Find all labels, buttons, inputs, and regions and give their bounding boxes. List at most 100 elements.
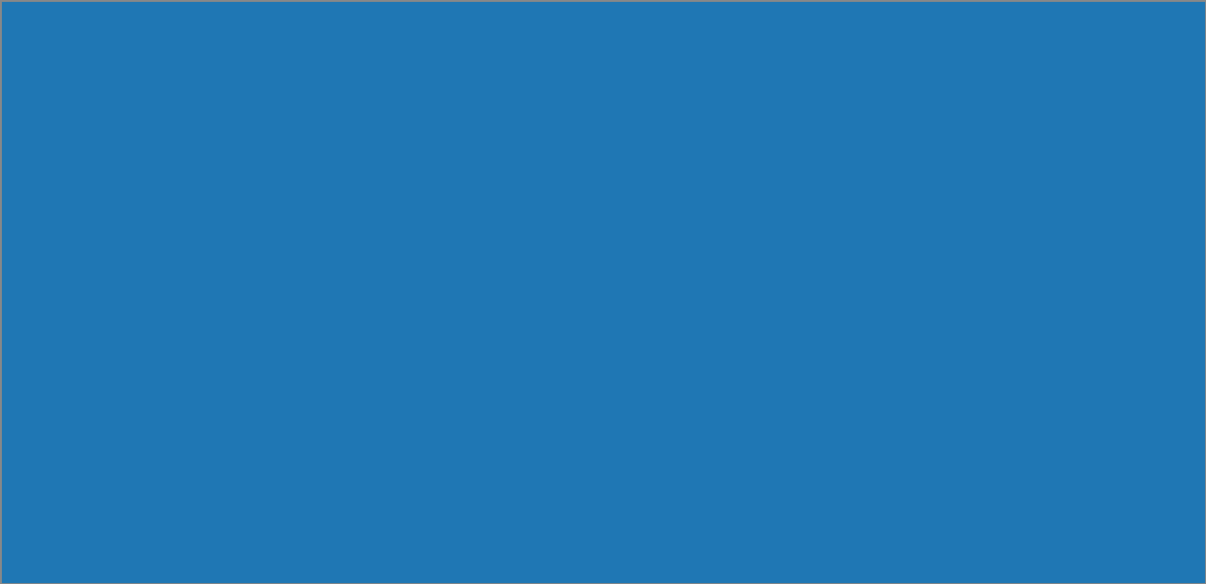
- Bar: [5, 178, 1201, 211]
- Bar: [0, 0, 1206, 27]
- Text: 43.0: 43.0: [964, 356, 989, 367]
- Text: Metoclopramide_7: Metoclopramide_7: [193, 523, 295, 534]
- Text: 11: 11: [8, 491, 22, 500]
- Text: Robustness_SSG1_6: Robustness_SSG1_6: [470, 457, 582, 467]
- Text: 6: 6: [8, 323, 14, 333]
- Text: 20.00: 20.00: [831, 290, 863, 300]
- Text: Robustness_SSG1_4: Robustness_SSG1_4: [470, 356, 582, 367]
- Text: Method Set /
Report Method: Method Set / Report Method: [508, 107, 590, 129]
- Text: Flow Rate
(mL/min): Flow Rate (mL/min): [1018, 107, 1071, 129]
- Bar: [8, 96, 39, 140]
- Text: Metoclopramide_3: Metoclopramide_3: [193, 322, 295, 333]
- Text: 4: 4: [8, 256, 16, 266]
- Bar: [4, 5, 22, 23]
- Text: 268: 268: [1176, 423, 1198, 433]
- Text: 0.550: 0.550: [1061, 256, 1093, 266]
- Text: 0.550: 0.550: [1061, 223, 1093, 232]
- Text: Sample Set Method: Sample Set Method: [605, 62, 727, 75]
- Text: 1: 1: [156, 423, 163, 433]
- Text: 1:A,2: 1:A,2: [47, 223, 76, 232]
- Bar: [5, 244, 1201, 278]
- Text: 5: 5: [8, 290, 14, 300]
- Text: Metoclopramide_6: Metoclopramide_6: [193, 457, 295, 467]
- Text: 7.50: 7.50: [838, 557, 863, 567]
- Text: Inject Samples: Inject Samples: [634, 557, 716, 567]
- Bar: [5, 92, 1201, 144]
- Text: E: E: [19, 111, 29, 125]
- Bar: [5, 57, 29, 81]
- Text: 7.50: 7.50: [838, 323, 863, 333]
- Text: Inject Samples: Inject Samples: [634, 524, 716, 534]
- Text: 43.0: 43.0: [964, 256, 989, 266]
- Text: Metoclopramide_2: Metoclopramide_2: [193, 256, 295, 266]
- Bar: [62, 57, 84, 81]
- Text: -: -: [1128, 9, 1131, 19]
- Text: 1:A,2: 1:A,2: [47, 256, 76, 266]
- Text: 0.550: 0.550: [1061, 457, 1093, 467]
- Bar: [1144, 4, 1169, 24]
- Text: 1: 1: [8, 156, 14, 166]
- Bar: [33, 57, 57, 81]
- Text: Function: Function: [679, 113, 725, 123]
- Text: 13: 13: [8, 557, 22, 567]
- Text: 2: 2: [8, 189, 16, 199]
- Text: 9: 9: [8, 423, 16, 433]
- Text: 0.650: 0.650: [1061, 557, 1093, 567]
- Text: □: □: [1152, 9, 1161, 19]
- Bar: [5, 445, 1201, 479]
- Text: 1: 1: [156, 256, 163, 266]
- Text: Robustness_SSG1_1: Robustness_SSG1_1: [470, 155, 582, 166]
- Text: 47.0: 47.0: [964, 457, 989, 467]
- Text: Experiment 3: Experiment 3: [346, 323, 421, 333]
- Text: Equilibrate: Equilibrate: [634, 491, 695, 500]
- Text: 268: 268: [1176, 189, 1198, 199]
- Bar: [0, 86, 1206, 87]
- Text: 7.50: 7.50: [838, 189, 863, 199]
- Text: 1:A,2: 1:A,2: [47, 356, 76, 367]
- Bar: [89, 57, 113, 81]
- Text: 1: 1: [156, 223, 163, 232]
- Text: 47.0: 47.0: [964, 557, 989, 567]
- Text: 7.50: 7.50: [838, 356, 863, 367]
- Text: 1:A,2: 1:A,2: [47, 524, 76, 534]
- Text: Metoclopramide_4: Metoclopramide_4: [193, 356, 295, 367]
- Text: # of
Injs: # of Injs: [148, 107, 171, 129]
- Text: 268: 268: [1176, 223, 1198, 232]
- Text: Help: Help: [121, 33, 148, 46]
- Bar: [5, 278, 1201, 311]
- Text: Robustness_SSG1_1 in SSG_Validation_Working as System/Administrator - Sample Set: Robustness_SSG1_1 in SSG_Validation_Work…: [28, 7, 624, 20]
- Text: Experiment 1: Experiment 1: [346, 223, 421, 232]
- Text: 1:A,2: 1:A,2: [47, 323, 76, 333]
- Text: Inject Samples: Inject Samples: [634, 256, 716, 266]
- Text: ▼: ▼: [958, 64, 965, 74]
- Text: Inject Samples: Inject Samples: [634, 423, 716, 433]
- Text: Robustness_SSG1_7: Robustness_SSG1_7: [470, 490, 582, 501]
- Text: Experiment 7: Experiment 7: [346, 524, 421, 534]
- Text: 47.0: 47.0: [964, 423, 989, 433]
- Bar: [223, 57, 247, 81]
- Text: SampleName: SampleName: [228, 113, 302, 123]
- Text: Inject Samples: Inject Samples: [634, 323, 716, 333]
- Bar: [5, 545, 1201, 579]
- Text: N: N: [10, 9, 17, 19]
- Bar: [0, 50, 1206, 51]
- Bar: [1117, 4, 1142, 24]
- Bar: [115, 57, 137, 81]
- Text: Robustness_SSG1_1: Robustness_SSG1_1: [470, 189, 582, 200]
- Text: Experiment 5: Experiment 5: [346, 423, 421, 433]
- Text: 60.00: 60.00: [832, 390, 863, 400]
- Text: Inject Samples: Inject Samples: [634, 457, 716, 467]
- Text: Apply Table Preferences: Apply Table Preferences: [312, 62, 462, 75]
- Text: 7.50: 7.50: [838, 223, 863, 232]
- Text: 0.650: 0.650: [1061, 323, 1093, 333]
- Text: Robustness_SSG1_7: Robustness_SSG1_7: [470, 523, 582, 534]
- Text: 43.0: 43.0: [964, 189, 989, 199]
- Text: Experiment
Name: Experiment Name: [373, 107, 435, 129]
- Text: 0.550: 0.550: [1061, 189, 1093, 199]
- Bar: [5, 92, 1201, 579]
- Text: 272: 272: [1176, 256, 1198, 266]
- Text: Experiment 6: Experiment 6: [346, 457, 421, 467]
- Text: Edit: Edit: [45, 33, 69, 46]
- Bar: [952, 58, 970, 80]
- Text: 60.00: 60.00: [832, 156, 863, 166]
